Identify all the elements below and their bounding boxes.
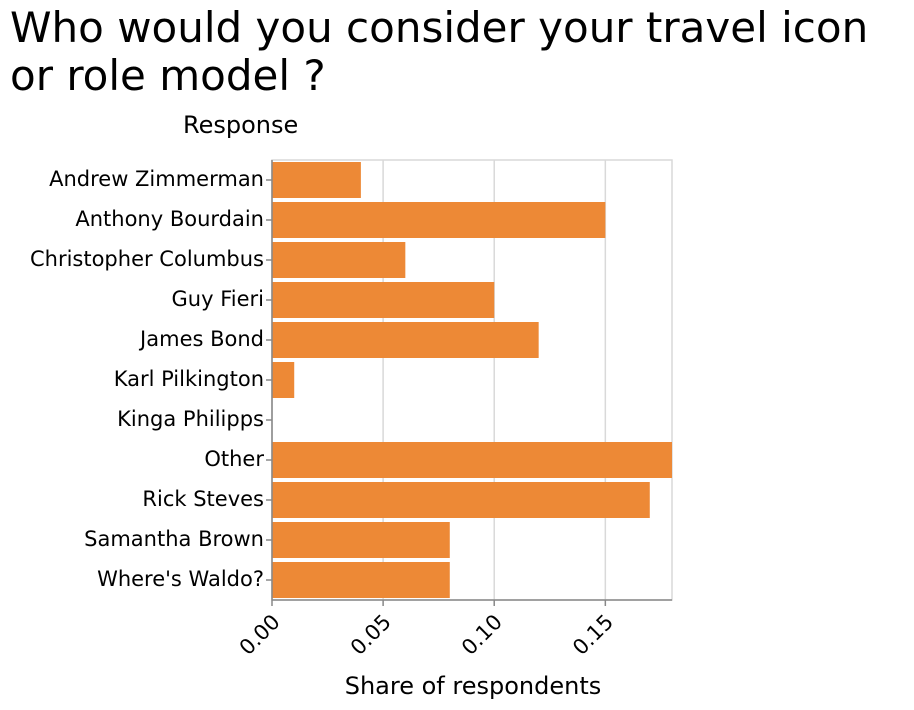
- y-tick-label: Where's Waldo?: [97, 567, 264, 591]
- y-tick-label: Guy Fieri: [172, 287, 264, 311]
- bars: [272, 162, 672, 598]
- tick-labels: 0.00 0.05 0.10 0.15 Andrew Zimmerman Anthony …: [30, 167, 618, 660]
- y-tick-label: Samantha Brown: [84, 527, 264, 551]
- bar: [272, 202, 606, 238]
- axes: [266, 160, 672, 606]
- bar: [272, 442, 672, 478]
- y-axis-label: Response: [183, 111, 298, 139]
- y-tick-label: Anthony Bourdain: [75, 207, 264, 231]
- bar: [272, 362, 295, 398]
- chart-title: Who would you consider your travel icon …: [10, 3, 869, 100]
- y-tick-label: Andrew Zimmerman: [49, 167, 264, 191]
- bar: [272, 162, 361, 198]
- x-axis-label: Share of respondents: [345, 672, 602, 700]
- bar: [272, 322, 539, 358]
- bar: [272, 282, 495, 318]
- bar: [272, 242, 406, 278]
- bar: [272, 482, 650, 518]
- bar: [272, 562, 450, 598]
- y-tick-label: Kinga Philipps: [117, 407, 264, 431]
- x-tick-label: 0.10: [457, 610, 507, 660]
- x-tick-label: 0.05: [346, 610, 396, 660]
- y-tick-label: Rick Steves: [142, 487, 264, 511]
- y-tick-label: Other: [204, 447, 264, 471]
- x-tick-label: 0.00: [235, 610, 285, 660]
- bar: [272, 522, 450, 558]
- y-tick-label: James Bond: [138, 327, 264, 351]
- x-tick-label: 0.15: [568, 610, 618, 660]
- y-tick-label: Karl Pilkington: [114, 367, 264, 391]
- y-tick-label: Christopher Columbus: [30, 247, 264, 271]
